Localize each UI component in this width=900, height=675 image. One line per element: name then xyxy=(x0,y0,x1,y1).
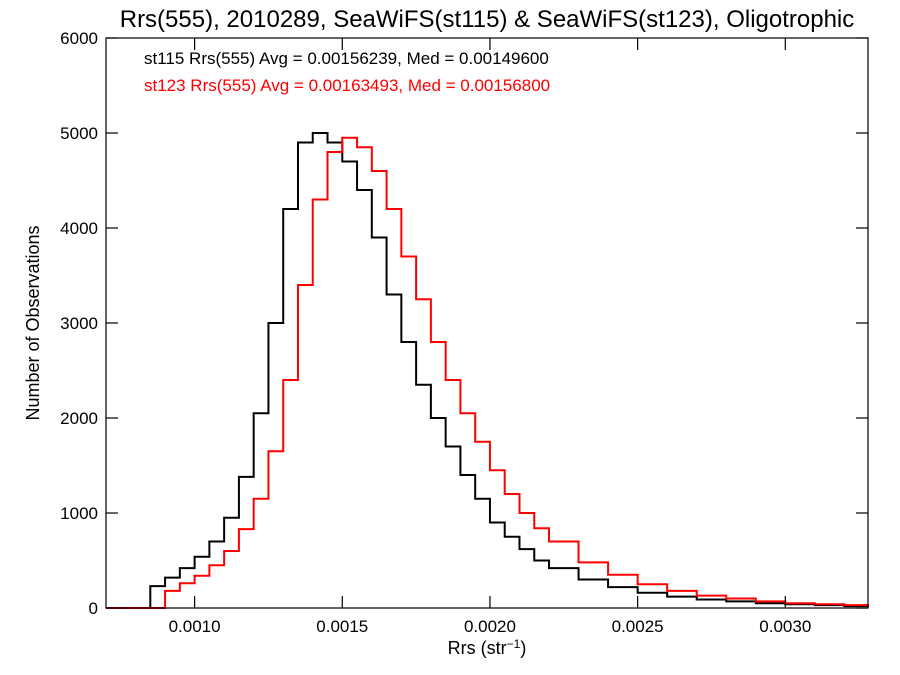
chart-title: Rrs(555), 2010289, SeaWiFS(st115) & SeaW… xyxy=(120,6,855,33)
y-tick-label: 0 xyxy=(89,599,98,618)
x-axis-ticks: 0.0010 0.0015 0.0020 0.0025 0.0030 xyxy=(169,38,811,636)
y-tick-label: 3000 xyxy=(60,314,98,333)
y-tick-label: 5000 xyxy=(60,124,98,143)
y-axis-ticks: 0 1000 2000 3000 4000 5000 6000 xyxy=(60,29,868,618)
stats-line-2: st123 Rrs(555) Avg = 0.00163493, Med = 0… xyxy=(144,76,550,95)
y-tick-label: 4000 xyxy=(60,219,98,238)
stats-legend: st115 Rrs(555) Avg = 0.00156239, Med = 0… xyxy=(144,49,550,95)
series-line-st123 xyxy=(106,136,869,609)
x-tick-label: 0.0010 xyxy=(169,617,221,636)
x-axis-label: Rrs (str−1) xyxy=(448,637,527,658)
y-tick-label: 6000 xyxy=(60,29,98,48)
y-tick-label: 2000 xyxy=(60,409,98,428)
x-axis-label-main: Rrs (str xyxy=(448,638,507,658)
y-tick-label: 1000 xyxy=(60,504,98,523)
x-axis-label-sup: −1 xyxy=(507,637,521,651)
x-tick-label: 0.0015 xyxy=(316,617,368,636)
y-axis-label: Number of Observations xyxy=(23,225,43,420)
plot-frame xyxy=(105,37,869,609)
x-tick-label: 0.0025 xyxy=(612,617,664,636)
x-tick-label: 0.0030 xyxy=(759,617,811,636)
x-tick-label: 0.0020 xyxy=(464,617,516,636)
stats-line-1: st115 Rrs(555) Avg = 0.00156239, Med = 0… xyxy=(144,49,549,68)
series-layer xyxy=(106,132,869,609)
series-line-st115 xyxy=(106,132,869,609)
x-axis-label-close: ) xyxy=(520,638,526,658)
